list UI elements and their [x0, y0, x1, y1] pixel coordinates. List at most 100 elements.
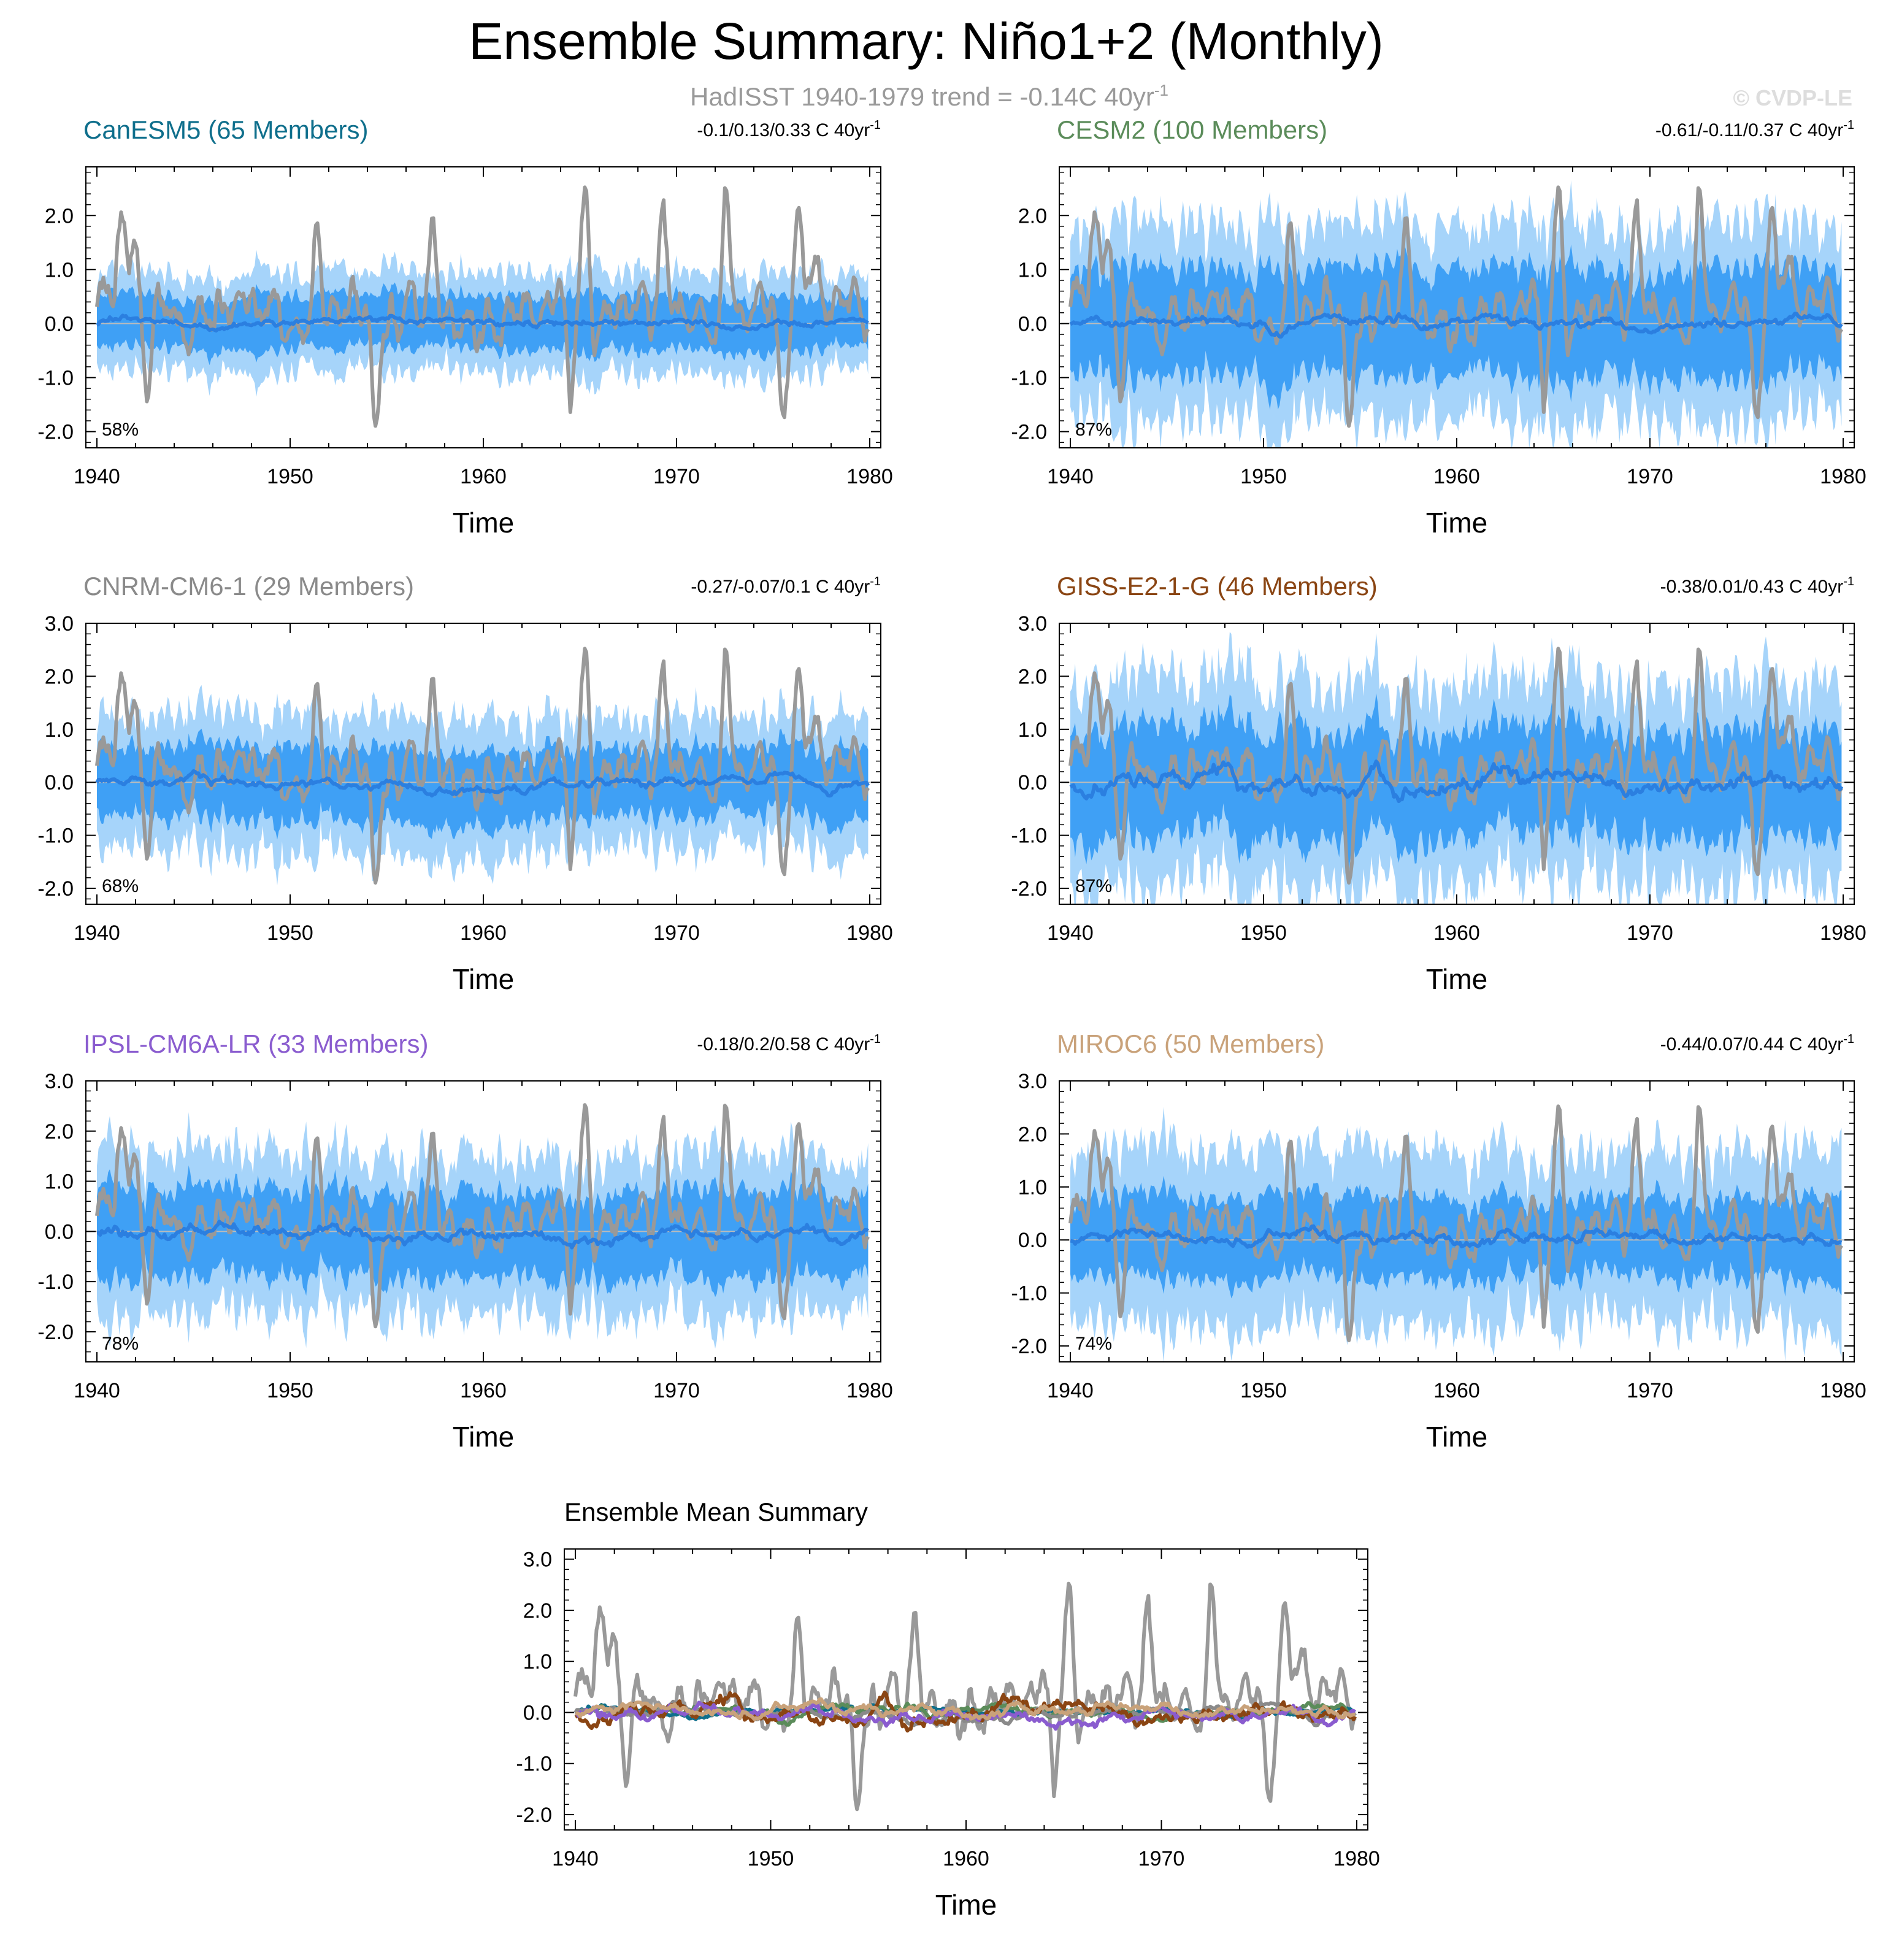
trend-label-sup: -1: [1843, 1032, 1854, 1046]
x-axis-label: Time: [453, 963, 515, 995]
plot-area: [86, 1103, 881, 1349]
y-tick-label: 2.0: [45, 1120, 74, 1143]
watermark: © CVDP-LE: [1733, 85, 1852, 110]
x-tick-label: 1980: [1820, 921, 1866, 945]
y-tick-label: 0.0: [1018, 312, 1047, 336]
x-tick-label: 1980: [846, 921, 893, 945]
x-axis-label: Time: [1426, 507, 1488, 539]
trend-label: -0.38/0.01/0.43 C 40yr-1: [1660, 575, 1854, 597]
ensemble-mean-line: [1070, 1224, 1843, 1249]
observed-line: [573, 1581, 1357, 1812]
x-tick-label: 1970: [653, 921, 700, 945]
y-tick-label: 2.0: [1018, 204, 1047, 228]
x-tick-label: 1960: [1433, 1379, 1480, 1402]
x-tick-label: 1970: [1138, 1847, 1185, 1870]
ensemble-mean-line: [1069, 759, 1844, 804]
y-tick-label: 3.0: [523, 1548, 552, 1572]
chart-panel: -2.0 -1.0 0.0 1.0 2.0 3.0 1940 1950 1960 1970 1980…: [37, 1029, 892, 1453]
y-tick-label: -1.0: [37, 367, 74, 390]
y-tick-label: -2.0: [1011, 877, 1047, 901]
ensemble-mean-line: [1069, 312, 1843, 339]
panel-title: Ensemble Mean Summary: [564, 1497, 868, 1526]
x-axis-label: Time: [1426, 1421, 1488, 1453]
y-tick-label: -1.0: [1011, 824, 1047, 848]
panel-title: CNRM-CM6-1 (29 Members): [83, 572, 414, 601]
x-tick-label: 1950: [1240, 921, 1287, 945]
x-tick-label: 1980: [1333, 1847, 1380, 1870]
y-tick-label: -2.0: [1011, 421, 1047, 444]
x-tick-label: 1960: [460, 465, 507, 488]
chart-panel: -2.0 -1.0 0.0 1.0 2.0 3.0 1940 1950 1960 1970 1980…: [1011, 572, 1866, 995]
trend-label: -0.61/-0.11/0.37 C 40yr-1: [1655, 118, 1854, 140]
y-tick-label: 3.0: [1018, 1070, 1047, 1093]
observed-line: [1068, 185, 1843, 428]
y-tick-label: 0.0: [1018, 1229, 1047, 1252]
plot-area: [1059, 632, 1854, 904]
trend-label: -0.1/0.13/0.33 C 40yr-1: [697, 118, 881, 140]
y-tick-label: 1.0: [1018, 1176, 1047, 1199]
x-tick-label: 1960: [460, 1379, 507, 1402]
y-tick-label: 1.0: [523, 1650, 552, 1674]
plot-area: [573, 1581, 1357, 1812]
trend-label-text: -0.61/-0.11/0.37 C 40yr: [1655, 120, 1843, 140]
y-tick-label: -1.0: [37, 1270, 74, 1294]
x-tick-label: 1960: [460, 921, 507, 945]
x-tick-label: 1960: [1433, 465, 1480, 488]
observed-line: [95, 185, 870, 428]
trend-label-sup: -1: [870, 118, 881, 132]
x-tick-label: 1940: [1047, 921, 1094, 945]
figure-title: Ensemble Summary: Niño1+2 (Monthly): [469, 12, 1384, 70]
panels: -2.0 -1.0 0.0 1.0 2.0 1940 1950 1960 1970 1980 Tim…: [37, 115, 1866, 1921]
chart-panel: -2.0 -1.0 0.0 1.0 2.0 1940 1950 1960 1970 1980 Tim…: [37, 115, 892, 539]
x-tick-label: 1960: [943, 1847, 989, 1870]
trend-label-sup: -1: [1843, 575, 1854, 588]
x-tick-label: 1980: [846, 1379, 893, 1402]
x-tick-label: 1970: [653, 465, 700, 488]
observed-line: [95, 647, 870, 885]
y-tick-label: 2.0: [1018, 665, 1047, 688]
percent-label: 78%: [102, 1334, 139, 1354]
x-tick-label: 1940: [552, 1847, 599, 1870]
plot-area: [1059, 180, 1854, 448]
observed-line: [1068, 647, 1843, 885]
x-tick-label: 1950: [1240, 465, 1287, 488]
trend-label-text: -0.27/-0.07/0.1 C 40yr: [691, 577, 870, 597]
figure-subtitle: HadISST 1940-1979 trend = -0.14C 40yr-1: [690, 81, 1168, 111]
x-tick-label: 1970: [1627, 1379, 1673, 1402]
percent-label: 87%: [1075, 876, 1112, 896]
trend-label-sup: -1: [1843, 118, 1854, 132]
series-line-miroc6: [575, 1697, 1356, 1721]
trend-label-text: -0.44/0.07/0.44 C 40yr: [1660, 1034, 1844, 1055]
x-tick-label: 1950: [267, 465, 313, 488]
y-tick-label: -2.0: [1011, 1335, 1047, 1358]
y-tick-label: 3.0: [45, 1070, 74, 1093]
x-tick-label: 1960: [1433, 921, 1480, 945]
y-tick-label: 1.0: [45, 258, 74, 282]
trend-label: -0.18/0.2/0.58 C 40yr-1: [697, 1032, 881, 1055]
x-tick-label: 1950: [748, 1847, 794, 1870]
x-tick-label: 1940: [74, 921, 120, 945]
panel-title: CESM2 (100 Members): [1057, 115, 1327, 144]
plot-area: [86, 185, 881, 428]
y-tick-label: 1.0: [1018, 258, 1047, 282]
x-axis-label: Time: [935, 1889, 997, 1921]
plot-area: [86, 647, 881, 886]
percent-label: 74%: [1075, 1334, 1112, 1354]
inner-spread-band: [1070, 1175, 1842, 1299]
ensemble-mean-line: [96, 1220, 869, 1250]
x-axis-label: Time: [453, 507, 515, 539]
x-axis-label: Time: [1426, 963, 1488, 995]
x-tick-label: 1970: [1627, 921, 1673, 945]
y-tick-label: 2.0: [45, 204, 74, 228]
x-tick-label: 1980: [846, 465, 893, 488]
chart-panel: -2.0 -1.0 0.0 1.0 2.0 3.0 1940 1950 1960 1970 1980…: [1011, 1029, 1866, 1453]
x-tick-label: 1970: [1627, 465, 1673, 488]
ensemble-mean-line: [96, 313, 869, 333]
figure-subtitle-text: HadISST 1940-1979 trend = -0.14C 40yr: [690, 82, 1154, 111]
trend-label: -0.27/-0.07/0.1 C 40yr-1: [691, 575, 881, 597]
y-tick-label: 0.0: [45, 1220, 74, 1243]
x-tick-label: 1980: [1820, 465, 1866, 488]
percent-label: 68%: [102, 876, 139, 896]
y-tick-label: -1.0: [516, 1753, 552, 1776]
panel-title: MIROC6 (50 Members): [1057, 1029, 1324, 1058]
